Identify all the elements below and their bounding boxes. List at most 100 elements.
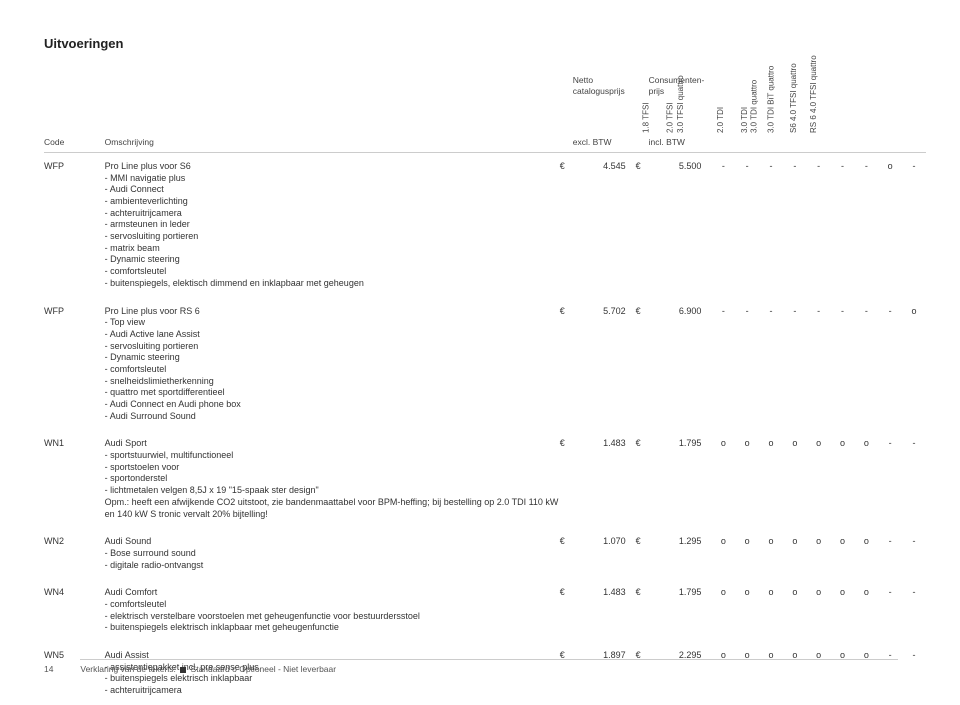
- option-sub: achteruitrijcamera: [105, 685, 560, 697]
- hdr-net-b: excl. BTW: [573, 137, 636, 152]
- option-sub: sportstuurwiel, multifunctioneel: [105, 450, 560, 462]
- availability-mark: o: [878, 153, 902, 298]
- availability-mark: -: [878, 528, 902, 579]
- availability-mark: o: [807, 430, 831, 528]
- availability-mark: -: [854, 153, 878, 298]
- option-name: Audi Sport: [105, 438, 560, 450]
- price-net: 1.483: [573, 579, 636, 642]
- option-sub: Dynamic steering: [105, 254, 560, 266]
- code-cell: WN2: [44, 528, 105, 579]
- availability-mark: o: [711, 528, 735, 579]
- availability-mark: -: [783, 153, 807, 298]
- price-cons: 5.500: [649, 153, 712, 298]
- availability-mark: o: [711, 579, 735, 642]
- availability-mark: -: [759, 298, 783, 431]
- price-cons: 1.795: [649, 579, 712, 642]
- option-sub: elektrisch verstelbare voorstoelen met g…: [105, 611, 560, 623]
- euro-symbol: €: [636, 430, 649, 528]
- desc-cell: Audi Sportsportstuurwiel, multifunctione…: [105, 430, 560, 528]
- availability-mark: o: [807, 579, 831, 642]
- availability-mark: -: [831, 298, 855, 431]
- option-sub: sportonderstel: [105, 473, 560, 485]
- option-sub: sportstoelen voor: [105, 462, 560, 474]
- option-sub: servosluiting portieren: [105, 341, 560, 353]
- availability-mark: -: [711, 153, 735, 298]
- code-cell: WN1: [44, 430, 105, 528]
- option-sub: buitenspiegels elektrisch inklapbaar: [105, 673, 560, 685]
- euro-symbol: €: [636, 153, 649, 298]
- euro-symbol: €: [636, 579, 649, 642]
- option-sub: achteruitrijcamera: [105, 208, 560, 220]
- availability-mark: o: [854, 528, 878, 579]
- option-sub: Bose surround sound: [105, 548, 560, 560]
- availability-mark: o: [735, 528, 759, 579]
- euro-symbol: €: [560, 528, 573, 579]
- option-sub: matrix beam: [105, 243, 560, 255]
- availability-mark: o: [735, 430, 759, 528]
- desc-cell: Pro Line plus voor RS 6Top viewAudi Acti…: [105, 298, 560, 431]
- variant-8: RS 6 4.0 TFSI quattro: [809, 55, 875, 133]
- euro-symbol: €: [560, 153, 573, 298]
- option-note: Opm.: heeft een afwijkende CO2 uitstoot,…: [105, 497, 560, 520]
- option-sub: comfortsleutel: [105, 364, 560, 376]
- availability-mark: o: [854, 579, 878, 642]
- option-sub: buitenspiegels, elektisch dimmend en ink…: [105, 278, 560, 290]
- price-cons: 1.795: [649, 430, 712, 528]
- availability-mark: o: [783, 528, 807, 579]
- table-row: WN4Audi Comfortcomfortsleutelelektrisch …: [44, 579, 926, 642]
- option-name: Pro Line plus voor S6: [105, 161, 560, 173]
- option-sub: quattro met sportdifferentieel: [105, 387, 560, 399]
- legend-pre: Verklaring van de tekens:: [80, 664, 178, 674]
- option-name: Pro Line plus voor RS 6: [105, 306, 560, 318]
- availability-mark: o: [831, 430, 855, 528]
- availability-mark: -: [902, 430, 926, 528]
- option-sub: Audi Surround Sound: [105, 411, 560, 423]
- option-sub: ambienteverlichting: [105, 196, 560, 208]
- option-sub: Audi Connect en Audi phone box: [105, 399, 560, 411]
- euro-symbol: €: [636, 298, 649, 431]
- availability-mark: o: [854, 430, 878, 528]
- desc-cell: Audi Comfortcomfortsleutelelektrisch ver…: [105, 579, 560, 642]
- option-sub: comfortsleutel: [105, 599, 560, 611]
- legend-text: Standaard o Optioneel - Niet leverbaar: [188, 664, 336, 674]
- price-cons: 1.295: [649, 528, 712, 579]
- price-net: 1.070: [573, 528, 636, 579]
- availability-mark: -: [807, 153, 831, 298]
- availability-mark: -: [878, 298, 902, 431]
- availability-mark: o: [783, 579, 807, 642]
- desc-cell: Audi SoundBose surround sounddigitale ra…: [105, 528, 560, 579]
- option-sub: servosluiting portieren: [105, 231, 560, 243]
- availability-mark: o: [759, 430, 783, 528]
- option-name: Audi Sound: [105, 536, 560, 548]
- euro-symbol: €: [560, 430, 573, 528]
- euro-symbol: €: [560, 579, 573, 642]
- page-number: 14: [44, 664, 66, 675]
- availability-mark: o: [831, 528, 855, 579]
- availability-mark: -: [711, 298, 735, 431]
- availability-mark: -: [807, 298, 831, 431]
- option-sub: Top view: [105, 317, 560, 329]
- availability-mark: o: [831, 579, 855, 642]
- table-row: WN2Audi SoundBose surround sounddigitale…: [44, 528, 926, 579]
- availability-mark: -: [902, 528, 926, 579]
- table-row: WFPPro Line plus voor RS 6Top viewAudi A…: [44, 298, 926, 431]
- euro-symbol: €: [636, 528, 649, 579]
- option-sub: armsteunen in leder: [105, 219, 560, 231]
- availability-mark: -: [902, 642, 926, 705]
- availability-mark: o: [783, 430, 807, 528]
- price-net: 5.702: [573, 298, 636, 431]
- availability-mark: -: [735, 298, 759, 431]
- hdr-net: Netto catalogusprijs: [573, 75, 636, 137]
- option-name: Audi Comfort: [105, 587, 560, 599]
- availability-mark: -: [878, 579, 902, 642]
- option-sub: Audi Active lane Assist: [105, 329, 560, 341]
- option-sub: buitenspiegels elektrisch inklapbaar met…: [105, 622, 560, 634]
- availability-mark: o: [807, 528, 831, 579]
- availability-mark: o: [759, 528, 783, 579]
- page-footer: 14 Verklaring van de tekens: Standaard o…: [44, 659, 898, 675]
- option-sub: Audi Connect: [105, 184, 560, 196]
- price-cons: 6.900: [649, 298, 712, 431]
- availability-mark: o: [711, 430, 735, 528]
- desc-cell: Pro Line plus voor S6MMI navigatie plusA…: [105, 153, 560, 298]
- availability-mark: o: [735, 579, 759, 642]
